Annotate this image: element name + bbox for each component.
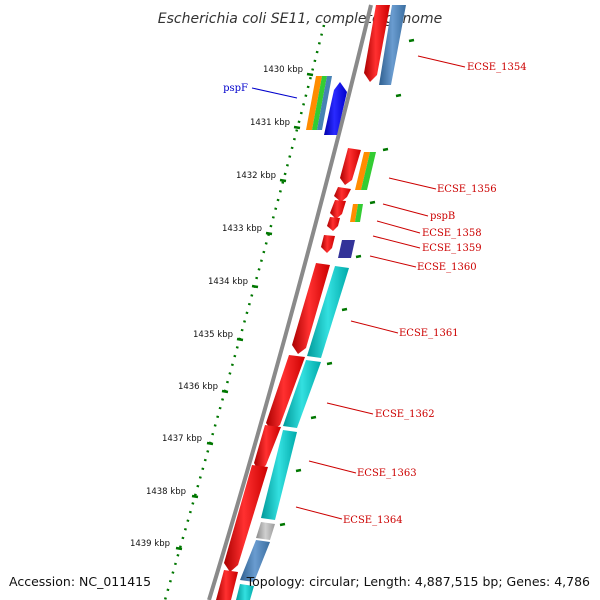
cog-bar-orange <box>306 76 322 130</box>
gene-ecse-1361 <box>292 263 330 354</box>
gene-ecse-1365 <box>216 570 238 600</box>
map-title: Escherichia coli SE11, complete genome <box>158 11 442 27</box>
gene-label-ecse-1362: ECSE_1362 <box>375 409 435 420</box>
cog-bar-green <box>355 204 363 222</box>
cog-bar-ecse-1354 <box>379 5 406 85</box>
gene-ecse-1362 <box>266 355 305 431</box>
kbp-label: 1430 kbp <box>263 65 303 75</box>
kbp-labels: 1430 kbp 1431 kbp 1432 kbp 1433 kbp 1434… <box>130 65 303 549</box>
gene-ecse-1359 <box>321 235 335 253</box>
gene-label-ecse-1363: ECSE_1363 <box>357 468 417 479</box>
cog-bar-steel <box>240 540 270 582</box>
cog-bar-orange <box>355 152 370 190</box>
kbp-label: 1435 kbp <box>193 330 233 340</box>
kbp-label: 1433 kbp <box>222 224 262 234</box>
cog-bar-cyan <box>261 430 297 520</box>
gene-labels: pspF ECSE_1354 ECSE_1356 pspB ECSE_1358 … <box>223 62 526 526</box>
forward-strand-genes <box>216 5 390 600</box>
kbp-label: 1431 kbp <box>250 118 290 128</box>
cog-bar-grey <box>256 522 275 540</box>
gene-pspC <box>330 200 346 219</box>
topology-backdrop <box>258 572 594 592</box>
cog-bar-cyan <box>307 266 349 358</box>
accession-text: Accession: NC_011415 <box>9 574 151 589</box>
cog-bar-cyan <box>236 584 254 600</box>
cog-bar-navy <box>338 240 355 258</box>
gene-ecse-1364 <box>224 465 268 572</box>
label-leaders <box>251 55 466 520</box>
cog-bar-green <box>312 76 327 130</box>
gene-label-pspF: pspF <box>223 83 248 94</box>
kbp-label: 1432 kbp <box>236 171 276 181</box>
gene-label-ecse-1356: ECSE_1356 <box>437 184 497 195</box>
gene-label-ecse-1358: ECSE_1358 <box>422 228 482 239</box>
cog-bar-steel <box>317 76 332 130</box>
topology-text: Topology: circular; Length: 4,887,515 bp… <box>246 574 590 589</box>
gene-label-ecse-1360: ECSE_1360 <box>417 262 477 273</box>
gene-ecse-1356 <box>340 148 361 185</box>
kbp-tick-marks <box>175 72 314 551</box>
cog-bar-orange <box>350 204 358 222</box>
genome-backbone <box>207 4 373 600</box>
reverse-strand-features <box>306 76 347 135</box>
gene-ecse-1353 <box>364 5 390 82</box>
gene-label-ecse-1359: ECSE_1359 <box>422 243 482 254</box>
kbp-label: 1436 kbp <box>178 382 218 392</box>
cog-bar-green <box>361 152 376 190</box>
kbp-label: 1439 kbp <box>130 539 170 549</box>
gene-label-ecse-1361: ECSE_1361 <box>399 328 459 339</box>
cog-bar-cyan <box>283 360 321 428</box>
gene-ecse-1363 <box>254 425 281 472</box>
gene-label-ecse-1364: ECSE_1364 <box>343 515 403 526</box>
forward-cog-bars <box>236 5 406 600</box>
gene-label-ecse-1354: ECSE_1354 <box>467 62 527 73</box>
kbp-label: 1437 kbp <box>162 434 202 444</box>
gene-pspB <box>334 187 351 202</box>
accession-backdrop <box>6 572 148 592</box>
kbp-label: 1438 kbp <box>146 487 186 497</box>
gene-label-pspB: pspB <box>430 211 455 222</box>
kbp-label: 1434 kbp <box>208 277 248 287</box>
gene-pspF <box>324 82 347 135</box>
gene-ecse-1358 <box>327 217 340 231</box>
